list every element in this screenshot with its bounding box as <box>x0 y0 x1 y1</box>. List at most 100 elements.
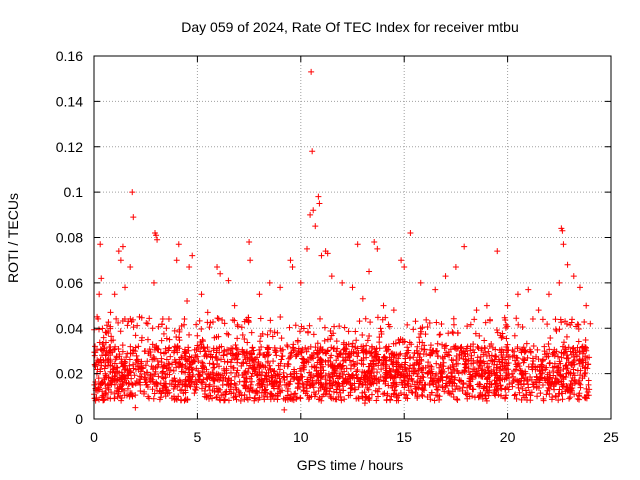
data-point <box>502 324 509 331</box>
data-point <box>461 368 468 375</box>
data-point <box>256 351 263 358</box>
data-point <box>265 369 272 376</box>
data-point <box>548 378 555 385</box>
data-point <box>355 384 362 391</box>
data-point <box>570 366 577 373</box>
data-point <box>329 361 336 368</box>
data-point <box>574 367 581 374</box>
data-point <box>563 333 570 340</box>
data-point <box>115 319 122 326</box>
data-point <box>556 358 563 365</box>
chart-title: Day 059 of 2024, Rate Of TEC Index for r… <box>181 19 518 35</box>
data-point <box>194 332 201 339</box>
data-point <box>213 347 220 354</box>
data-point <box>438 368 445 375</box>
data-point <box>369 345 376 352</box>
data-point <box>441 388 448 395</box>
data-point <box>389 361 396 368</box>
data-point <box>448 370 455 377</box>
data-point <box>144 358 151 365</box>
data-point <box>121 387 128 394</box>
data-point <box>269 333 276 340</box>
data-point <box>160 382 167 389</box>
x-tick-label: 15 <box>396 429 412 445</box>
data-point <box>411 381 418 388</box>
data-point <box>228 345 235 352</box>
data-point <box>163 335 170 342</box>
data-point <box>123 354 130 361</box>
data-point <box>102 380 109 387</box>
data-point <box>416 334 423 341</box>
data-point <box>287 378 294 385</box>
data-point <box>559 396 566 403</box>
data-point <box>497 372 504 379</box>
data-point <box>407 229 414 236</box>
data-point <box>477 381 484 388</box>
data-point <box>516 378 523 385</box>
data-point <box>189 372 196 379</box>
data-point <box>175 379 182 386</box>
data-point <box>551 360 558 367</box>
data-point <box>534 346 541 353</box>
data-point <box>376 334 383 341</box>
data-point <box>314 370 321 377</box>
data-point <box>483 397 490 404</box>
data-point <box>304 245 311 252</box>
data-point <box>512 366 519 373</box>
data-point <box>467 347 474 354</box>
data-point <box>182 355 189 362</box>
data-point <box>567 321 574 328</box>
data-point <box>234 321 241 328</box>
data-point <box>476 332 483 339</box>
data-point <box>251 397 258 404</box>
data-point <box>565 369 572 376</box>
data-point <box>297 373 304 380</box>
data-point <box>129 392 136 399</box>
data-point <box>374 245 381 252</box>
data-point <box>95 326 102 333</box>
x-tick-label: 5 <box>194 429 202 445</box>
data-point <box>105 319 112 326</box>
data-point <box>380 302 387 309</box>
data-point <box>460 348 467 355</box>
data-point <box>398 379 405 386</box>
data-point <box>333 348 340 355</box>
data-point <box>483 383 490 390</box>
data-point <box>277 284 284 291</box>
data-point <box>452 374 459 381</box>
data-point <box>181 346 188 353</box>
data-point <box>432 286 439 293</box>
data-point <box>437 331 444 338</box>
data-point <box>92 343 99 350</box>
data-point <box>309 382 316 389</box>
data-point <box>118 369 125 376</box>
data-point <box>278 356 285 363</box>
data-point <box>456 377 463 384</box>
data-point <box>143 319 150 326</box>
data-point <box>424 324 431 331</box>
data-point <box>463 391 470 398</box>
data-point <box>434 340 441 347</box>
data-point <box>445 348 452 355</box>
data-point <box>155 373 162 380</box>
data-point <box>533 384 540 391</box>
data-point <box>550 372 557 379</box>
data-point <box>149 376 156 383</box>
data-point <box>401 391 408 398</box>
data-point <box>266 279 273 286</box>
data-point <box>410 326 417 333</box>
data-point <box>261 386 268 393</box>
data-point <box>147 371 154 378</box>
data-point <box>184 298 191 305</box>
data-point <box>110 365 117 372</box>
data-point <box>493 364 500 371</box>
data-point <box>351 386 358 393</box>
data-point <box>289 263 296 270</box>
data-point <box>428 389 435 396</box>
data-point <box>363 373 369 380</box>
data-point <box>518 370 525 377</box>
data-point <box>123 379 130 386</box>
data-point <box>370 358 377 365</box>
data-point <box>209 369 216 376</box>
data-point <box>193 321 200 328</box>
